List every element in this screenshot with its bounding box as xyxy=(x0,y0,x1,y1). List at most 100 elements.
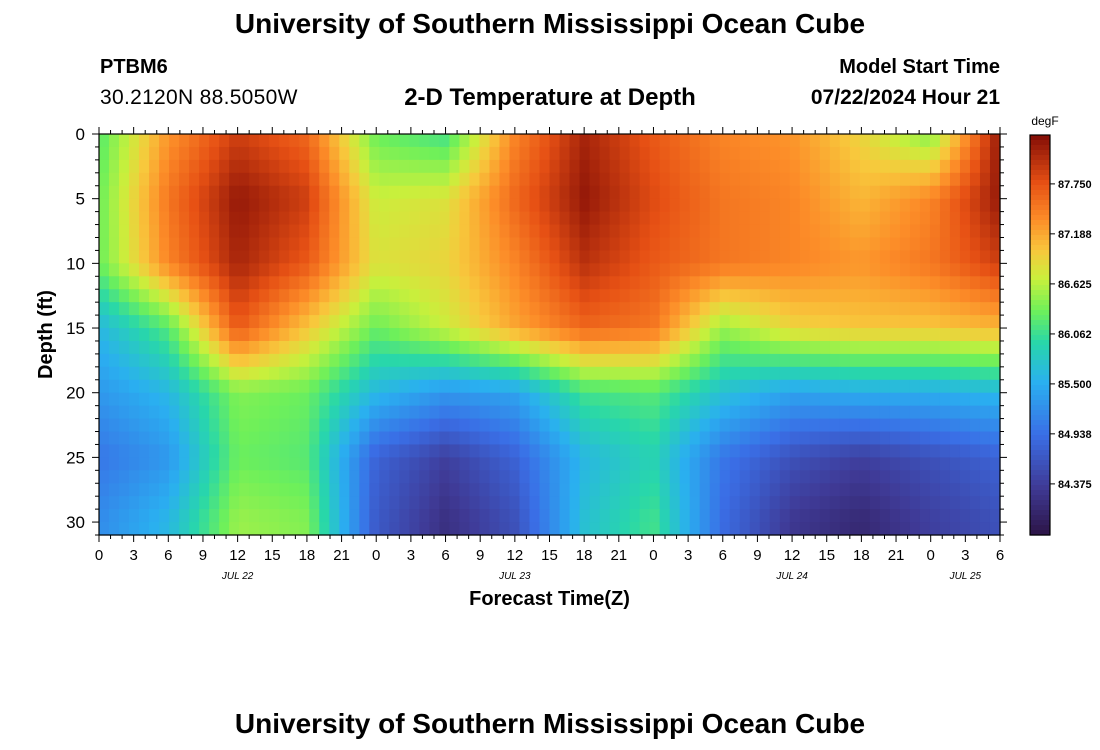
heatmap-cell xyxy=(599,185,611,200)
heatmap-cell xyxy=(619,496,631,510)
heatmap-cell xyxy=(149,418,160,433)
heatmap-cell xyxy=(219,250,230,264)
heatmap-cell xyxy=(809,289,821,303)
heatmap-cell xyxy=(99,146,110,161)
heatmap-cell xyxy=(709,159,721,174)
heatmap-cell xyxy=(299,444,310,458)
heatmap-cell xyxy=(929,405,941,420)
heatmap-cell xyxy=(569,522,581,536)
heatmap-cell xyxy=(349,185,360,200)
heatmap-cell xyxy=(239,483,250,497)
heatmap-cell xyxy=(889,250,901,264)
heatmap-cell xyxy=(739,134,751,148)
heatmap-cell xyxy=(949,353,961,368)
heatmap-cell xyxy=(369,159,380,174)
heatmap-cell xyxy=(449,457,460,471)
heatmap-cell xyxy=(569,405,581,420)
heatmap-cell xyxy=(899,457,911,471)
heatmap-cell xyxy=(379,418,390,433)
heatmap-cell xyxy=(959,263,971,277)
heatmap-cell xyxy=(309,302,320,316)
heatmap-cell xyxy=(889,198,901,213)
heatmap-cell xyxy=(119,289,130,303)
heatmap-cell xyxy=(679,263,691,277)
heatmap-cell xyxy=(959,302,971,316)
heatmap-cell xyxy=(389,198,400,213)
heatmap-cell xyxy=(919,224,931,239)
heatmap-cell xyxy=(169,418,180,433)
x-tick-label: 9 xyxy=(753,547,761,564)
heatmap-cell xyxy=(519,224,531,239)
colorbar-tick-label: 84.375 xyxy=(1058,479,1092,491)
heatmap-cell xyxy=(109,198,120,213)
heatmap-cell xyxy=(799,263,811,277)
heatmap-cell xyxy=(269,146,280,161)
heatmap-cell xyxy=(559,250,571,264)
heatmap-cell xyxy=(519,146,531,161)
heatmap-cell xyxy=(749,483,761,497)
heatmap-cell xyxy=(149,340,160,355)
heatmap-cell xyxy=(259,418,270,433)
heatmap-cell xyxy=(459,444,471,458)
heatmap-cell xyxy=(589,431,601,446)
heatmap-cell xyxy=(169,276,180,290)
heatmap-cell xyxy=(969,405,981,420)
heatmap-cell xyxy=(749,328,761,342)
heatmap-cell xyxy=(959,509,971,523)
heatmap-cell xyxy=(109,379,120,394)
heatmap-cell xyxy=(119,392,130,407)
heatmap-cell xyxy=(519,134,531,148)
heatmap-cell xyxy=(789,224,801,239)
heatmap-cell xyxy=(849,134,861,148)
heatmap-cell xyxy=(759,263,771,277)
date-label: JUL 24 xyxy=(775,571,808,582)
colorbar-swatch xyxy=(1030,520,1050,526)
heatmap-cell xyxy=(939,405,951,420)
heatmap-cell xyxy=(109,509,120,523)
heatmap-cell xyxy=(689,263,701,277)
heatmap-cell xyxy=(739,353,751,368)
heatmap-cell xyxy=(439,237,450,252)
heatmap-cell xyxy=(129,134,140,148)
heatmap-cell xyxy=(469,470,481,484)
heatmap-cell xyxy=(779,134,791,148)
heatmap-cell xyxy=(419,392,430,407)
heatmap-cell xyxy=(639,522,651,536)
heatmap-cell xyxy=(649,379,661,394)
heatmap-cell xyxy=(699,172,711,187)
heatmap-cell xyxy=(249,250,260,264)
heatmap-cell xyxy=(179,211,190,226)
heatmap-cell xyxy=(99,237,110,252)
heatmap-cell xyxy=(229,457,240,471)
heatmap-cell xyxy=(519,483,531,497)
heatmap-cell xyxy=(609,250,621,264)
heatmap-cell xyxy=(409,405,420,420)
x-tick-label: 21 xyxy=(888,547,905,564)
heatmap-cell xyxy=(909,211,921,226)
heatmap-cell xyxy=(459,224,471,239)
heatmap-cell xyxy=(519,405,531,420)
heatmap-cell xyxy=(329,496,340,510)
heatmap-cell xyxy=(409,470,420,484)
heatmap-cell xyxy=(139,340,150,355)
heatmap-cell xyxy=(219,470,230,484)
heatmap-cell xyxy=(909,276,921,290)
heatmap-cell xyxy=(899,315,911,329)
heatmap-cell xyxy=(819,198,831,213)
heatmap-cell xyxy=(439,263,450,277)
heatmap-cell xyxy=(349,237,360,252)
heatmap-cell xyxy=(469,431,481,446)
heatmap-cell xyxy=(549,302,561,316)
heatmap-cell xyxy=(969,431,981,446)
heatmap-cell xyxy=(529,172,541,187)
heatmap-cell xyxy=(869,379,881,394)
heatmap-cell xyxy=(839,522,851,536)
heatmap-cell xyxy=(99,263,110,277)
heatmap-cell xyxy=(559,263,571,277)
heatmap-cell xyxy=(979,379,991,394)
heatmap-cell xyxy=(519,379,531,394)
colorbar-swatch xyxy=(1030,295,1050,301)
heatmap-cell xyxy=(299,366,310,381)
heatmap-cell xyxy=(799,289,811,303)
heatmap-cell xyxy=(219,340,230,355)
